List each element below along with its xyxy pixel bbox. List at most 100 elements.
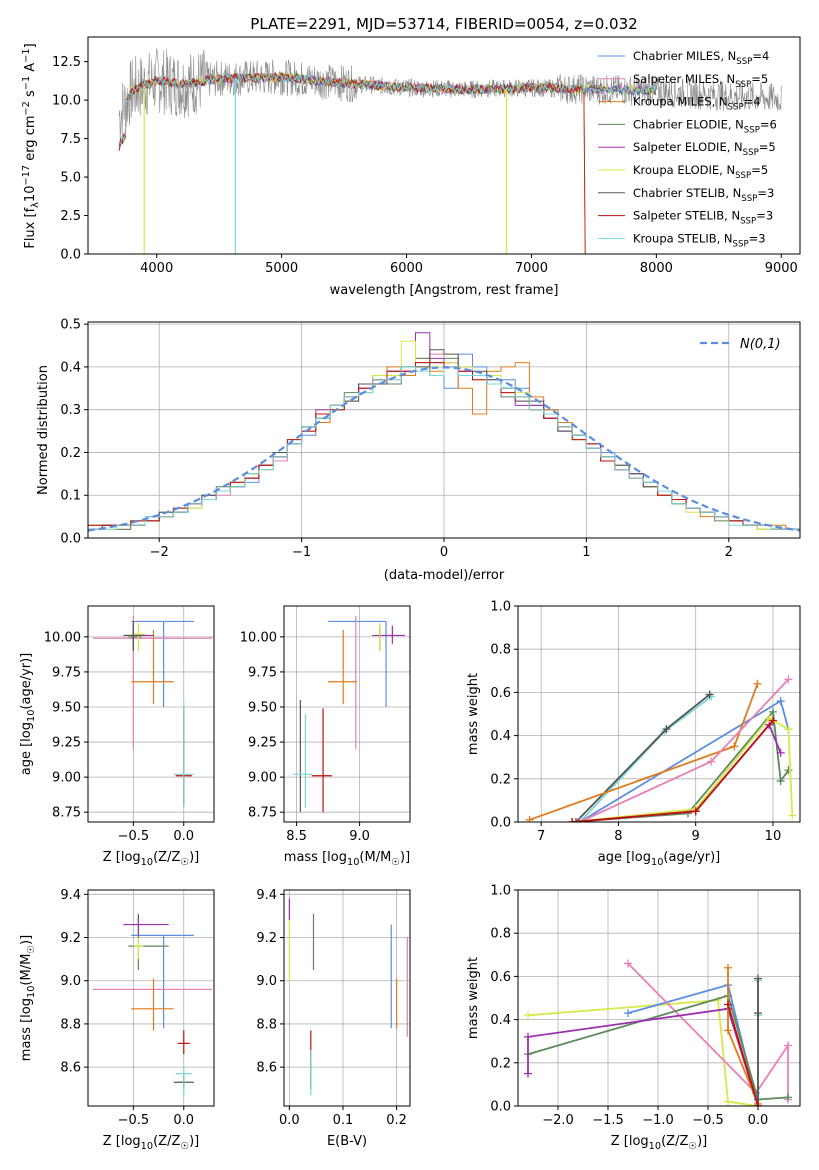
massweight-marker: [724, 1000, 732, 1009]
y-tick-label: 0.4: [490, 729, 511, 744]
massweight-marker: [784, 1093, 792, 1102]
legend-label-part: Salpeter MILES, N: [633, 72, 735, 86]
plot-area: [524, 959, 792, 1106]
y-axis-label-part: (age/yr)]: [19, 653, 34, 710]
residuals-xlabel: (data-model)/error: [384, 568, 505, 583]
x-axis-label-part: (Z/Z: [153, 1134, 180, 1149]
x-axis-label-sub: ☉: [180, 1141, 189, 1152]
massweight-marker: [524, 1011, 532, 1020]
massweight-line: [579, 695, 712, 822]
legend-label: Salpeter MILES, NSSP=5: [633, 72, 768, 90]
legend-label-part: =6: [760, 117, 777, 131]
massweight-marker: [776, 776, 785, 785]
x-tick-label: −1.5: [592, 1113, 624, 1128]
y-tick-label: 0.2: [60, 446, 81, 461]
x-tick-label: 1: [582, 545, 590, 560]
x-axis-label: Z [log10(Z/Z☉)]: [611, 1134, 708, 1152]
legend-label: Kroupa ELODIE, NSSP=5: [633, 163, 768, 181]
legend-label-part: =3: [749, 231, 766, 245]
massweight-line: [727, 1004, 759, 1106]
y-tick-label: 1.0: [490, 600, 511, 615]
x-axis-label: Z [log10(Z/Z☉)]: [103, 1134, 200, 1152]
x-axis-label-sub: ☉: [180, 857, 189, 868]
y-tick-label: 9.2: [256, 931, 277, 946]
x-axis-label-part: (age/yr)]: [663, 850, 720, 865]
y-axis-label: mass weight: [466, 957, 481, 1039]
y-tick-label: 0.8: [490, 927, 511, 942]
y-tick-label: 0.2: [490, 772, 511, 787]
massweight-line: [527, 999, 759, 1106]
y-axis-label-part: (M/M: [19, 954, 34, 986]
x-axis-label-sub: 10: [651, 857, 663, 868]
x-tick-label: −1.0: [642, 1113, 674, 1128]
x-axis-label-part: (Z/Z: [661, 1134, 688, 1149]
spectrum-ylabel-part: Flux [f: [23, 207, 38, 248]
legend-label: Salpeter STELIB, NSSP=3: [633, 209, 773, 227]
y-axis-label-part: mass [log: [19, 998, 34, 1061]
y-axis-label: age [log10(age/yr)]: [19, 653, 37, 776]
plot-area: [93, 615, 212, 808]
x-axis-label-sub: ☉: [688, 1141, 697, 1152]
y-tick-label: 0.8: [490, 643, 511, 658]
spectrum-ylabel-part: 10: [23, 186, 38, 203]
x-tick-label: −1: [292, 545, 311, 560]
massweight-marker: [525, 815, 534, 822]
x-axis-label-part: (Z/Z: [153, 850, 180, 865]
legend-label-part: Kroupa STELIB, N: [633, 231, 733, 245]
massweight-marker: [768, 707, 777, 716]
x-tick-label: 7000: [515, 261, 548, 276]
x-axis-label-sub: 10: [141, 857, 153, 868]
y-tick-label: 0.4: [490, 1013, 511, 1028]
legend-label: Kroupa MILES, NSSP=4: [633, 95, 761, 113]
y-tick-label: 9.00: [52, 771, 81, 786]
y-tick-label: 0.0: [490, 1100, 511, 1115]
x-tick-label: 8.5: [286, 829, 307, 844]
y-tick-label: 0.0: [60, 532, 81, 547]
x-tick-label: 6000: [390, 261, 423, 276]
massweight-marker: [753, 679, 762, 688]
spectrum-panel: 4000 5000 6000 7000 8000 9000 0.0 2.5 5.0 7.5 10.0…: [21, 15, 801, 298]
massweight-marker: [705, 690, 714, 699]
x-tick-label: −2.0: [542, 1113, 574, 1128]
y-tick-label: 9.2: [60, 931, 81, 946]
legend-label-part: Salpeter STELIB, N: [633, 209, 740, 223]
legend-label-part: =4: [752, 49, 769, 63]
x-axis-label-part: )]: [189, 1134, 199, 1149]
legend-label-part: Chabrier MILES, N: [633, 49, 736, 63]
massweight-marker: [524, 1069, 532, 1078]
spectrum-ylabel: Flux [fλ10−17 erg cm−2 s−1 A−1]: [21, 43, 41, 248]
massweight-marker: [624, 959, 632, 968]
spectrum-xlabel: wavelength [Angstrom, rest frame]: [330, 283, 559, 298]
y-axis-label-sub: ☉: [26, 945, 37, 954]
massweight-marker: [724, 963, 732, 972]
massweight-marker: [768, 716, 777, 725]
axes-frame: [283, 889, 411, 1107]
axes-frame: [283, 605, 411, 823]
x-tick-label: 10: [765, 829, 782, 844]
massweight-vs-metallicity-panel: −2.0 −1.5 −1.0 −0.5 0.0 0.0 0.2 0.4 0.6 0.8 1.0 Z […: [466, 884, 801, 1152]
y-tick-label: 9.0: [256, 974, 277, 989]
residuals-panel: −2 −1 0 1 2 0.0 0.1 0.2 0.3 0.4 0.5 N(0,1) (data-mod…: [36, 318, 801, 583]
y-tick-label: 9.50: [52, 700, 81, 715]
massweight-marker: [691, 807, 700, 816]
x-tick-label: 5000: [265, 261, 298, 276]
x-tick-label: 2: [725, 545, 733, 560]
x-tick-label: 9000: [765, 261, 798, 276]
x-tick-label: 0.0: [748, 1113, 769, 1128]
y-tick-label: 0.5: [60, 318, 81, 333]
normal-curve: [88, 366, 800, 532]
x-tick-label: −0.5: [118, 1113, 150, 1128]
legend-label: N(0,1): [740, 337, 781, 352]
massweight-marker: [776, 697, 785, 706]
x-tick-label: −0.5: [118, 829, 150, 844]
legend-label-part: Chabrier STELIB, N: [633, 186, 741, 200]
y-tick-label: 9.25: [248, 736, 277, 751]
massweight-marker: [624, 1009, 632, 1018]
x-axis-label-part: E(B-V): [327, 1134, 367, 1149]
y-tick-label: 8.8: [256, 1017, 277, 1032]
y-tick-label: 8.75: [248, 806, 277, 821]
massweight-line: [572, 709, 790, 822]
x-axis-label: Z [log10(Z/Z☉)]: [103, 850, 200, 868]
massweight-marker: [571, 818, 580, 822]
legend-label-sub: SSP: [735, 171, 751, 181]
